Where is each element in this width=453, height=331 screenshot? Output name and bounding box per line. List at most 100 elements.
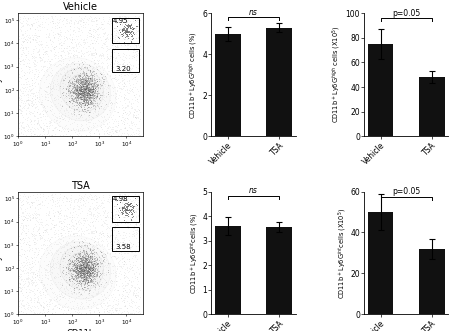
Point <box>82 279 89 285</box>
Point <box>85 99 92 104</box>
Point <box>37 242 44 247</box>
Point <box>75 256 82 261</box>
Point <box>82 247 90 253</box>
Point <box>85 73 92 79</box>
Point <box>16 74 23 79</box>
Point <box>89 84 96 89</box>
Point <box>75 84 82 90</box>
Point <box>108 116 116 121</box>
Point <box>91 85 98 90</box>
Point <box>60 259 67 264</box>
Point <box>117 26 124 31</box>
Point <box>87 265 95 270</box>
Point <box>86 72 93 78</box>
Point <box>122 205 130 210</box>
Point <box>60 227 67 232</box>
Point <box>129 36 136 41</box>
Point <box>122 210 130 215</box>
Point <box>33 121 40 126</box>
Point <box>83 91 91 96</box>
Point <box>56 115 63 120</box>
Point <box>85 67 92 72</box>
Point <box>24 37 31 42</box>
Point <box>84 259 92 264</box>
Point <box>84 62 91 67</box>
Point <box>17 66 24 71</box>
Point <box>99 239 106 244</box>
Ellipse shape <box>81 263 91 273</box>
Point <box>84 73 91 78</box>
Point <box>111 43 118 48</box>
Point <box>80 104 87 109</box>
Point <box>87 79 94 84</box>
Point <box>37 233 44 239</box>
Point <box>86 266 93 271</box>
Point <box>106 56 113 61</box>
Point <box>91 268 98 274</box>
Point <box>123 218 130 224</box>
Point <box>52 131 59 136</box>
Point <box>79 222 87 227</box>
Point <box>89 95 96 101</box>
Point <box>125 219 133 225</box>
Point <box>126 30 134 35</box>
Point <box>81 87 88 93</box>
Point <box>25 133 32 139</box>
Point <box>67 202 74 207</box>
Point <box>135 44 142 49</box>
Point <box>116 230 123 236</box>
Point <box>130 48 137 53</box>
Point <box>25 226 32 232</box>
Point <box>46 248 53 253</box>
Point <box>80 260 87 265</box>
Point <box>90 93 97 99</box>
Point <box>79 270 86 275</box>
Point <box>134 48 141 53</box>
Point <box>111 25 118 31</box>
Point <box>79 260 86 265</box>
Point <box>43 210 50 215</box>
Point <box>96 282 103 287</box>
Point <box>121 244 129 250</box>
Point <box>73 272 81 277</box>
Point <box>25 102 32 107</box>
Point <box>106 302 113 307</box>
Point <box>92 109 99 115</box>
Point <box>78 88 86 94</box>
Point <box>24 307 32 312</box>
Point <box>95 131 102 136</box>
Point <box>63 17 70 22</box>
Point <box>120 259 127 264</box>
Point <box>36 23 43 28</box>
Point <box>69 108 77 114</box>
Point <box>89 243 96 249</box>
Point <box>37 75 44 80</box>
Point <box>77 273 84 279</box>
Point <box>85 74 92 80</box>
Point <box>81 87 88 92</box>
Point <box>92 208 99 213</box>
Point <box>88 248 95 254</box>
Point <box>120 91 127 96</box>
Point <box>120 285 127 291</box>
Point <box>135 207 142 212</box>
Point <box>135 285 142 291</box>
Point <box>87 277 94 283</box>
Point <box>106 55 114 61</box>
Point <box>18 68 25 73</box>
Point <box>67 95 74 101</box>
Point <box>86 93 93 99</box>
Point <box>79 83 87 89</box>
Point <box>67 60 74 65</box>
Point <box>69 100 76 106</box>
Point <box>33 59 40 65</box>
Point <box>87 92 94 97</box>
Point <box>79 257 87 262</box>
Point <box>132 127 140 133</box>
Point <box>120 24 128 30</box>
Point <box>72 73 80 78</box>
Point <box>24 211 31 216</box>
Point <box>79 252 87 258</box>
Point <box>27 121 34 126</box>
Point <box>80 90 87 96</box>
